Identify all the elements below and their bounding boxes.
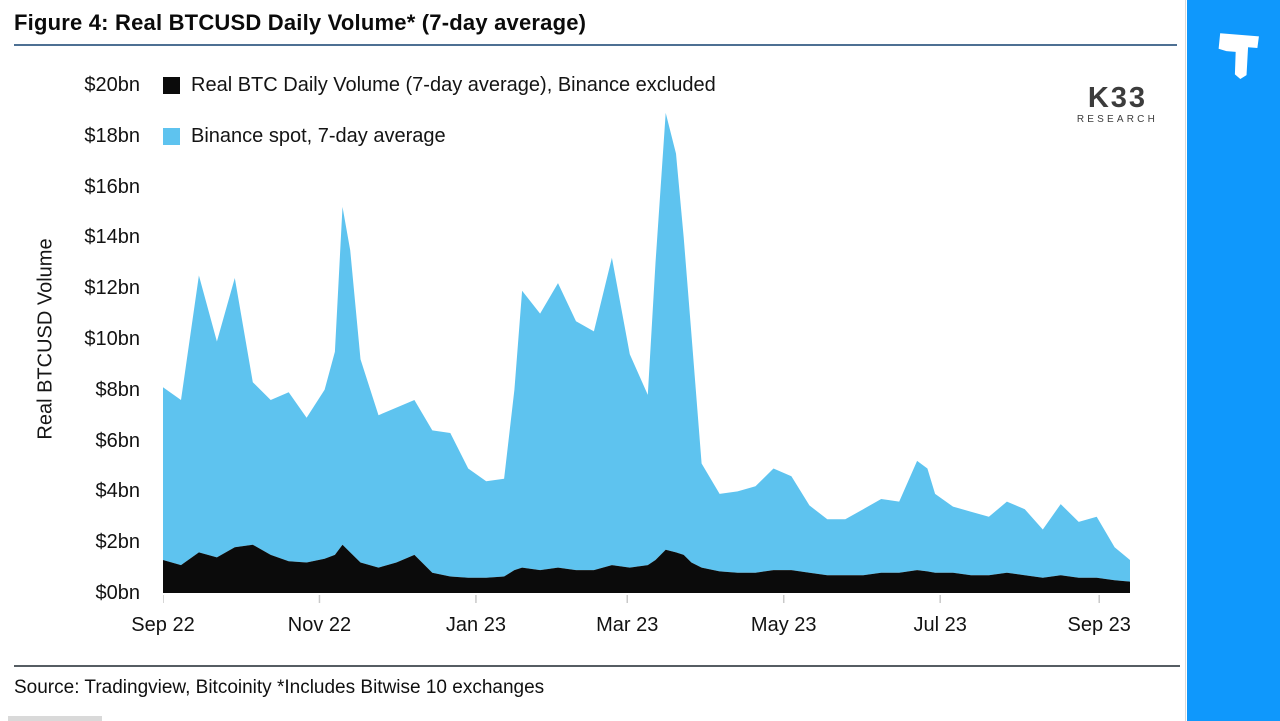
y-axis-label: $20bn: [84, 74, 140, 96]
sidebar-divider: [1185, 0, 1186, 721]
y-axis-label: $16bn: [84, 175, 140, 198]
legend-item-binance-spot: Binance spot, 7-day average: [163, 123, 716, 149]
title-underline: [14, 44, 1177, 46]
x-axis-label: Nov 22: [287, 614, 352, 636]
legend-label: Binance spot, 7-day average: [191, 124, 446, 147]
brand-sidebar: [1187, 0, 1280, 721]
k33-logo-subtext: RESEARCH: [1076, 114, 1158, 125]
area-binance-excluded: [163, 544, 1130, 593]
y-axis-label: $12bn: [84, 277, 140, 300]
x-axis-label: Mar 23: [596, 614, 659, 636]
x-axis-label: Sep 23: [1067, 614, 1131, 636]
y-axis-label: $0bn: [95, 582, 141, 604]
x-axis-label: Jan 23: [445, 614, 506, 636]
y-axis-label: $6bn: [95, 429, 141, 452]
y-axis-label: $10bn: [84, 328, 140, 350]
y-axis-label: $2bn: [95, 531, 141, 554]
source-note: Source: Tradingview, Bitcoinity *Include…: [14, 677, 545, 698]
y-axis-labels: $0bn $2bn $4bn $6bn $8bn $10bn $12bn $14bn $16bn…: [30, 0, 140, 721]
x-axis-label: Jul 23: [913, 614, 967, 636]
y-axis-label: $18bn: [84, 124, 140, 147]
k33-logo-text: K33: [1087, 82, 1148, 114]
y-axis-label: $4bn: [95, 480, 141, 503]
t-block-logo-icon: [1218, 33, 1259, 80]
x-axis-label: Sep 22: [131, 614, 195, 636]
footer-divider: [14, 665, 1180, 667]
figure-title: Figure 4: Real BTCUSD Daily Volume* (7-d…: [14, 10, 587, 35]
y-axis-label: $14bn: [84, 226, 140, 249]
chart-legend: Real BTC Daily Volume (7-day average), B…: [163, 72, 716, 174]
stacked-area-chart: [163, 112, 1130, 603]
x-axis-label: May 23: [750, 614, 817, 636]
legend-label: Real BTC Daily Volume (7-day average), B…: [191, 73, 716, 96]
legend-item-binance-excluded: Real BTC Daily Volume (7-day average), B…: [163, 72, 716, 98]
scrollbar-remnant[interactable]: [8, 716, 102, 721]
area-binance-spot: [163, 112, 1130, 582]
k33-research-logo: K33 RESEARCH: [1076, 82, 1158, 126]
y-axis-label: $8bn: [95, 378, 141, 401]
legend-swatch-blue-icon: [163, 127, 180, 145]
legend-swatch-black-icon: [163, 76, 180, 94]
